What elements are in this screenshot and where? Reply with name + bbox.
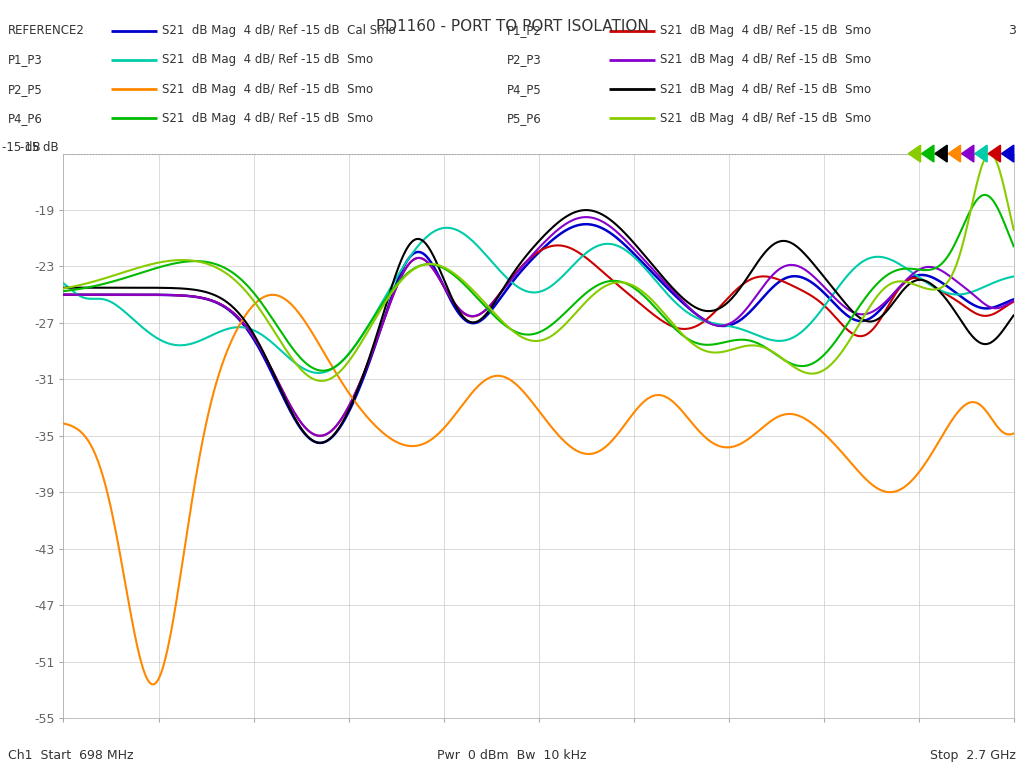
Text: P5_P6: P5_P6 — [507, 112, 542, 124]
Text: P1_P3: P1_P3 — [8, 54, 43, 66]
Text: S21  dB Mag  4 dB/ Ref -15 dB  Smo: S21 dB Mag 4 dB/ Ref -15 dB Smo — [660, 54, 871, 66]
Text: P4_P5: P4_P5 — [507, 83, 542, 95]
Text: S21  dB Mag  4 dB/ Ref -15 dB  Smo: S21 dB Mag 4 dB/ Ref -15 dB Smo — [162, 83, 373, 95]
Text: S21  dB Mag  4 dB/ Ref -15 dB  Cal Smo: S21 dB Mag 4 dB/ Ref -15 dB Cal Smo — [162, 25, 395, 37]
Text: Stop  2.7 GHz: Stop 2.7 GHz — [930, 749, 1016, 762]
Text: S21  dB Mag  4 dB/ Ref -15 dB  Smo: S21 dB Mag 4 dB/ Ref -15 dB Smo — [660, 83, 871, 95]
Text: S21  dB Mag  4 dB/ Ref -15 dB  Smo: S21 dB Mag 4 dB/ Ref -15 dB Smo — [162, 112, 373, 124]
Text: Ch1  Start  698 MHz: Ch1 Start 698 MHz — [8, 749, 134, 762]
Text: P2_P3: P2_P3 — [507, 54, 542, 66]
Text: PD1160 - PORT TO PORT ISOLATION: PD1160 - PORT TO PORT ISOLATION — [376, 19, 648, 35]
Text: -15 dB: -15 dB — [2, 141, 41, 154]
Text: -15 dB: -15 dB — [20, 141, 58, 154]
Text: S21  dB Mag  4 dB/ Ref -15 dB  Smo: S21 dB Mag 4 dB/ Ref -15 dB Smo — [660, 25, 871, 37]
Text: S21  dB Mag  4 dB/ Ref -15 dB  Smo: S21 dB Mag 4 dB/ Ref -15 dB Smo — [162, 54, 373, 66]
Text: Pwr  0 dBm  Bw  10 kHz: Pwr 0 dBm Bw 10 kHz — [437, 749, 587, 762]
Text: 3: 3 — [1008, 25, 1016, 37]
Text: P4_P6: P4_P6 — [8, 112, 43, 124]
Text: S21  dB Mag  4 dB/ Ref -15 dB  Smo: S21 dB Mag 4 dB/ Ref -15 dB Smo — [660, 112, 871, 124]
Text: REFERENCE2: REFERENCE2 — [8, 25, 85, 37]
Text: P2_P5: P2_P5 — [8, 83, 43, 95]
Text: P1_P2: P1_P2 — [507, 25, 542, 37]
